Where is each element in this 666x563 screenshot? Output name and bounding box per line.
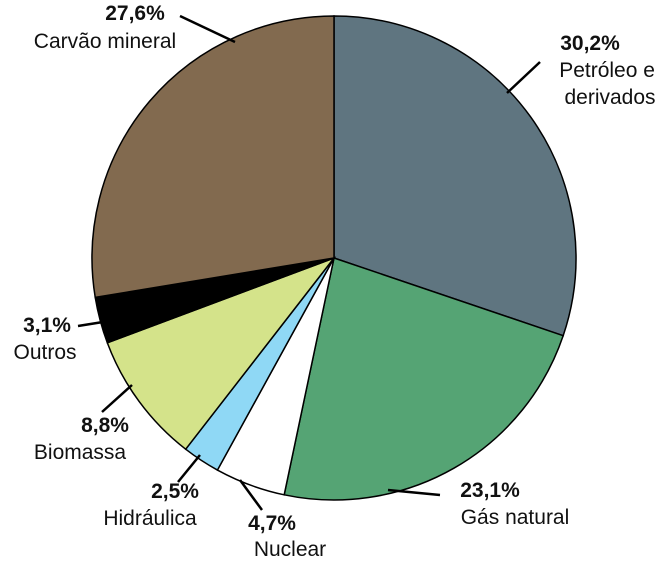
pie-slice — [333, 15, 577, 337]
value-label: 4,7% — [248, 512, 296, 535]
pie-slice — [91, 15, 335, 299]
category-label: Gás natural — [461, 506, 570, 529]
leader-line — [238, 479, 264, 511]
value-label: 2,5% — [151, 480, 199, 503]
leader-line — [177, 454, 201, 483]
leader-line — [101, 384, 133, 413]
pie-slice — [106, 256, 337, 451]
leader-line — [77, 320, 104, 328]
value-label: 3,1% — [23, 314, 71, 337]
leader-line — [506, 61, 541, 94]
value-label: 30,2% — [560, 32, 620, 55]
category-label: Hidráulica — [103, 507, 197, 530]
value-label: 27,6% — [105, 2, 165, 25]
category-label: Outros — [13, 341, 76, 364]
category-label: Biomassa — [34, 441, 127, 464]
value-label: 8,8% — [81, 414, 129, 437]
category-label: Carvão mineral — [34, 30, 176, 53]
category-label: Petróleo e derivados — [559, 59, 661, 109]
leader-line — [179, 14, 236, 44]
category-label: Nuclear — [254, 538, 326, 561]
leader-line — [387, 488, 441, 497]
value-label: 23,1% — [460, 479, 520, 502]
pie-slice — [283, 257, 565, 501]
